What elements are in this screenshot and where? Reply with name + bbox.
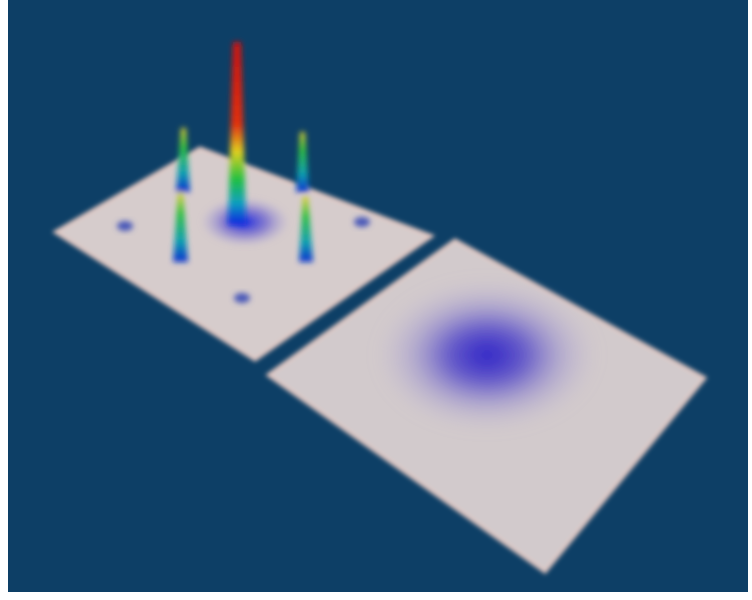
dot — [234, 293, 250, 303]
scene — [0, 0, 752, 600]
dot — [117, 221, 133, 231]
dot — [354, 217, 370, 227]
right-spot — [377, 280, 597, 430]
